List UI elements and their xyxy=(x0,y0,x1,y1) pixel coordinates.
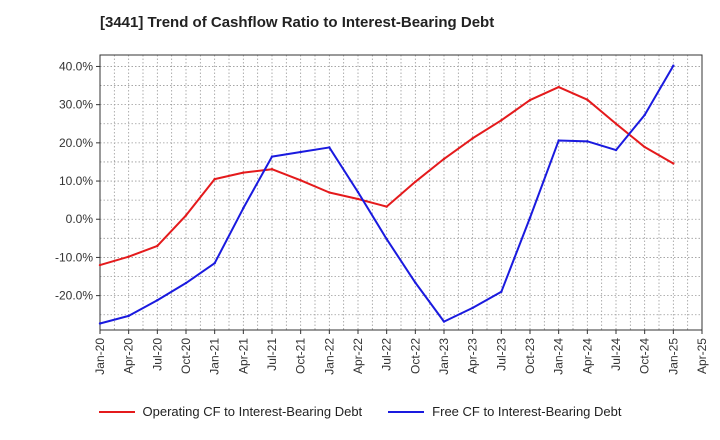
x-tick-label: Apr-20 xyxy=(122,338,136,374)
y-tick-label: 40.0% xyxy=(59,59,93,73)
data-point-free-cf xyxy=(156,299,159,302)
chart-title: [3441] Trend of Cashflow Ratio to Intere… xyxy=(100,14,495,31)
data-point-operating-cf xyxy=(299,179,302,182)
x-tick-label: Jul-20 xyxy=(150,338,164,371)
x-tick-label: Apr-22 xyxy=(351,338,365,374)
y-tick-label: 30.0% xyxy=(59,98,93,112)
y-tick-label: -20.0% xyxy=(55,289,93,303)
x-tick-label: Oct-20 xyxy=(179,338,193,374)
data-point-operating-cf xyxy=(184,214,188,217)
data-point-operating-cf xyxy=(156,244,159,248)
data-point-free-cf xyxy=(213,261,216,265)
data-point-operating-cf xyxy=(442,157,446,161)
x-tick-label: Jan-22 xyxy=(322,338,336,375)
data-point-operating-cf xyxy=(528,98,532,102)
data-point-free-cf xyxy=(672,64,675,67)
data-point-operating-cf xyxy=(213,177,216,181)
data-point-free-cf xyxy=(643,113,646,117)
data-point-free-cf xyxy=(328,146,331,149)
series-lines xyxy=(98,64,675,325)
data-point-operating-cf xyxy=(586,98,589,101)
x-tick-label: Jul-22 xyxy=(380,338,394,371)
x-tick-label: Oct-23 xyxy=(523,338,537,374)
data-point-free-cf xyxy=(184,281,188,285)
data-point-operating-cf xyxy=(98,263,102,267)
data-point-operating-cf xyxy=(127,255,130,258)
data-point-free-cf xyxy=(299,150,302,154)
y-tick-label: -10.0% xyxy=(55,250,93,264)
y-tick-label: 0.0% xyxy=(66,212,94,226)
data-point-free-cf xyxy=(127,314,130,318)
x-tick-label: Jan-24 xyxy=(552,338,566,375)
x-tick-label: Apr-25 xyxy=(695,338,709,374)
x-tick-label: Jul-23 xyxy=(494,338,508,371)
x-tick-label: Jan-21 xyxy=(208,338,222,375)
data-point-free-cf xyxy=(414,281,417,284)
x-tick-label: Jul-24 xyxy=(609,338,623,371)
legend-item-operating-cf: Operating CF to Interest-Bearing Debt xyxy=(98,404,363,419)
data-point-operating-cf xyxy=(242,171,245,174)
y-tick-label: 20.0% xyxy=(59,136,93,150)
data-point-operating-cf xyxy=(414,180,417,184)
data-point-free-cf xyxy=(270,155,274,158)
data-point-free-cf xyxy=(356,190,360,194)
data-point-operating-cf xyxy=(557,85,560,89)
legend-label-free-cf: Free CF to Interest-Bearing Debt xyxy=(432,404,622,419)
legend-swatch-operating-cf xyxy=(98,410,135,413)
y-axis-ticks: 40.0% 30.0% 20.0% 10.0% 0.0% -10.0% -20.0% xyxy=(55,59,100,303)
data-point-operating-cf xyxy=(385,205,388,208)
gridlines xyxy=(99,55,703,330)
plot-frame xyxy=(99,54,703,331)
data-point-free-cf xyxy=(557,139,560,142)
data-point-operating-cf xyxy=(643,145,646,149)
x-tick-label: Jul-21 xyxy=(265,338,279,371)
data-point-free-cf xyxy=(385,237,388,241)
data-point-free-cf xyxy=(500,290,503,294)
data-point-operating-cf xyxy=(500,119,503,122)
data-point-operating-cf xyxy=(471,137,474,140)
data-point-operating-cf xyxy=(614,122,618,125)
x-tick-label: Jan-20 xyxy=(93,338,107,375)
x-tick-label: Apr-23 xyxy=(466,338,480,374)
data-point-free-cf xyxy=(614,148,618,152)
x-axis-ticks: Jan-20 Apr-20 Jul-20 Oct-20 Jan-21 Apr-21 Jul-… xyxy=(93,330,709,375)
data-point-free-cf xyxy=(586,140,589,143)
x-tick-label: Apr-24 xyxy=(580,338,594,374)
legend-swatch-free-cf xyxy=(388,410,425,413)
x-tick-label: Jan-23 xyxy=(437,338,451,375)
legend-label-operating-cf: Operating CF to Interest-Bearing Debt xyxy=(142,404,363,419)
x-tick-label: Oct-21 xyxy=(294,338,308,374)
data-point-operating-cf xyxy=(356,197,360,201)
legend: Operating CF to Interest-Bearing Debt Fr… xyxy=(0,404,720,419)
legend-item-free-cf: Free CF to Interest-Bearing Debt xyxy=(388,404,621,419)
data-point-operating-cf xyxy=(672,162,675,165)
x-tick-label: Oct-24 xyxy=(638,338,652,374)
data-point-free-cf xyxy=(442,320,446,323)
data-point-free-cf xyxy=(98,322,102,325)
data-point-free-cf xyxy=(528,216,532,219)
x-tick-label: Jan-25 xyxy=(666,338,680,375)
x-tick-label: Oct-22 xyxy=(408,338,422,374)
y-tick-label: 10.0% xyxy=(59,174,93,188)
data-point-operating-cf xyxy=(328,191,331,194)
data-point-free-cf xyxy=(242,206,245,210)
data-point-operating-cf xyxy=(270,168,274,171)
data-point-free-cf xyxy=(471,306,474,310)
x-tick-label: Apr-21 xyxy=(236,338,250,374)
